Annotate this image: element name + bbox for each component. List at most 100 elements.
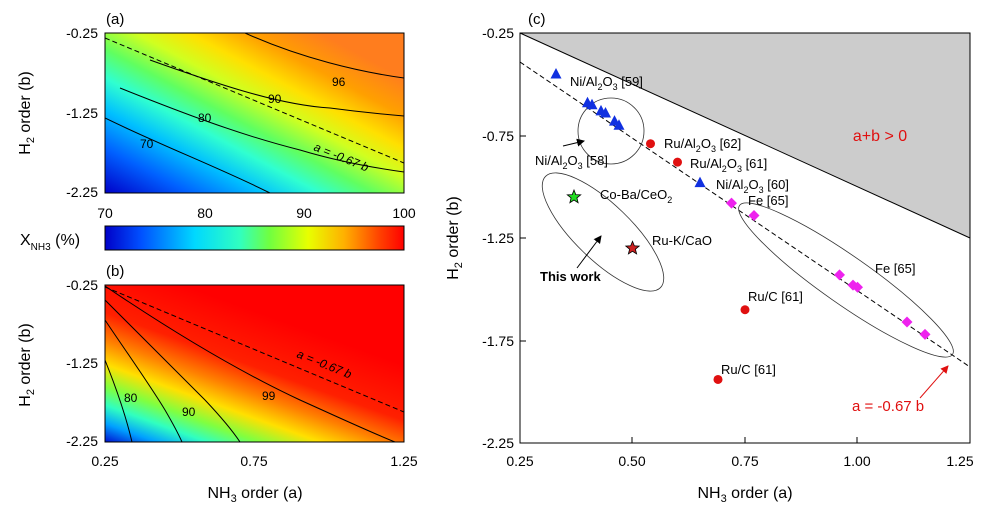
panel-b-frame [104, 284, 405, 443]
panel-c-xtick-4: 1.25 [946, 453, 973, 469]
panel-b-dashed-line [105, 286, 404, 413]
panel-b-contour-80 [105, 319, 183, 442]
panel-a-contour-label-80: 80 [198, 111, 212, 125]
panel-b-xtick-2: 1.25 [390, 453, 417, 469]
panel-b: 80 90 99 a = -0.67 b (b) -0.25 -1.25 -2.… [17, 263, 418, 505]
scatter-point-triangle-0-2 [586, 98, 598, 110]
label-this-work: This work [540, 269, 601, 284]
panel-a-contour-90 [149, 59, 404, 117]
label-ni60: Ni/Al2O3 [60] [716, 177, 789, 195]
panel-c-dashed-line [519, 61, 971, 368]
panel-a-ytick-1: -1.25 [66, 105, 98, 121]
panel-c-tag: (c) [528, 11, 546, 28]
scatter-point-circle-1-3 [713, 374, 723, 384]
panel-c-ytick-4: -2.25 [482, 435, 514, 451]
label-ruk: Ru-K/CaO [652, 233, 712, 248]
scatter-point-star-4-0 [624, 240, 641, 255]
panel-b-contour-label-99: 99 [262, 389, 276, 403]
panel-c-points [550, 68, 931, 384]
scatter-point-triangle-0-0 [550, 68, 562, 79]
panel-c-boundary-line [519, 32, 971, 239]
panel-b-contour-label-80: 80 [124, 391, 138, 405]
panel-a-contour-70 [105, 117, 271, 193]
panel-a-contour-label-96: 96 [332, 75, 346, 89]
panel-c-ytick-1: -0.75 [482, 128, 514, 144]
label-ru61: Ru/Al2O3 [61] [690, 156, 767, 174]
panel-c-ticks [519, 32, 971, 444]
ni58-highlight-circle [577, 97, 645, 165]
colorbar-label: XNH3 (%) [20, 232, 80, 253]
scatter-point-diamond-2-4 [852, 281, 863, 293]
scatter-point-circle-1-0 [646, 139, 655, 149]
panel-c-xtick-2: 0.75 [731, 453, 758, 469]
panel-c-xlabel: NH3 order (a) [697, 485, 792, 505]
panel-c: (c) -0.25 -0.75 -1.25 -1.75 -2.25 0.25 0… [445, 11, 974, 505]
ni58-arrow [562, 138, 585, 147]
scatter-point-circle-1-1 [673, 157, 682, 167]
panel-c-xtick-3: 1.00 [843, 453, 870, 469]
fe65-ellipse [738, 202, 954, 358]
panel-c-ytick-2: -1.25 [482, 230, 514, 246]
panel-a-contour-label-70: 70 [140, 137, 154, 151]
scatter-point-triangle-0-6 [613, 119, 625, 130]
colorbar-tick-90: 90 [296, 205, 312, 221]
panel-a-contour-96 [244, 33, 404, 79]
line-label-arrow [919, 365, 949, 399]
panel-b-contour-90 [105, 299, 241, 442]
scatter-point-circle-1-2 [740, 305, 750, 315]
panel-b-heatmap [105, 285, 404, 442]
panel-c-ytick-3: -1.75 [482, 333, 514, 349]
label-ruc2: Ru/C [61] [721, 362, 776, 377]
label-ni58: Ni/Al2O3 [58] [535, 153, 608, 171]
panel-a-tag: (a) [106, 11, 124, 28]
panel-a-ylabel: H2 order (b) [17, 71, 37, 154]
scatter-point-diamond-2-1 [748, 209, 760, 221]
panel-c-xtick-1: 0.50 [618, 453, 645, 469]
label-ru62: Ru/Al2O3 [62] [664, 136, 741, 154]
colorbar-tick-80: 80 [197, 205, 213, 221]
colorbar-tick-100: 100 [392, 205, 416, 221]
panel-b-ytick-0: -0.25 [66, 277, 98, 293]
panel-a: 96 90 80 70 a = -0.67 b (a) -0.25 -1.25 … [17, 11, 405, 200]
scatter-point-triangle-0-4 [600, 106, 611, 118]
panel-c-ylabel: H2 order (b) [445, 196, 465, 279]
panel-b-contour-low [105, 359, 133, 442]
panel-b-tag: (b) [106, 263, 124, 280]
panel-b-xtick-1: 0.75 [240, 453, 267, 469]
scatter-point-triangle-0-7 [694, 176, 706, 188]
panel-c-region-label: a+b > 0 [853, 128, 907, 145]
scatter-point-diamond-2-6 [919, 328, 931, 340]
scatter-point-diamond-2-2 [834, 269, 845, 281]
label-coba: Co-Ba/CeO2 [600, 187, 672, 205]
panel-a-frame [104, 32, 405, 194]
panel-a-ytick-2: -2.25 [66, 184, 98, 200]
this-work-ellipse [541, 172, 665, 292]
panel-b-xlabel: NH3 order (a) [207, 485, 302, 505]
this-work-arrow [576, 235, 602, 269]
colorbar-bar [104, 225, 405, 251]
panel-a-contour-label-90: 90 [268, 92, 282, 106]
colorbar: 70 80 90 100 XNH3 (%) [20, 205, 416, 253]
label-ni59: Ni/Al2O3 [59] [570, 74, 643, 92]
panel-b-xtick-0: 0.25 [91, 453, 118, 469]
panel-a-dashed-line [105, 37, 404, 164]
panel-b-ytick-1: -1.25 [66, 355, 98, 371]
panel-c-xtick-0: 0.25 [506, 453, 533, 469]
scatter-point-diamond-2-5 [901, 316, 913, 328]
label-ruc1: Ru/C [61] [748, 289, 803, 304]
label-fe65b: Fe [65] [875, 261, 915, 276]
panel-a-heatmap [105, 33, 404, 193]
label-line: a = -0.67 b [852, 398, 924, 415]
panel-b-contour-99 [105, 285, 396, 442]
panel-b-ytick-2: -2.25 [66, 433, 98, 449]
panel-a-ytick-0: -0.25 [66, 25, 98, 41]
panel-b-ylabel: H2 order (b) [17, 323, 37, 406]
scatter-point-diamond-2-0 [726, 197, 737, 209]
scatter-point-star-3-0 [566, 188, 582, 204]
label-fe65a: Fe [65] [748, 193, 788, 208]
panel-b-contour-label-90: 90 [182, 405, 196, 419]
panel-c-ytick-0: -0.25 [482, 25, 514, 41]
panel-a-contour-80 [119, 87, 404, 173]
colorbar-tick-70: 70 [97, 205, 113, 221]
